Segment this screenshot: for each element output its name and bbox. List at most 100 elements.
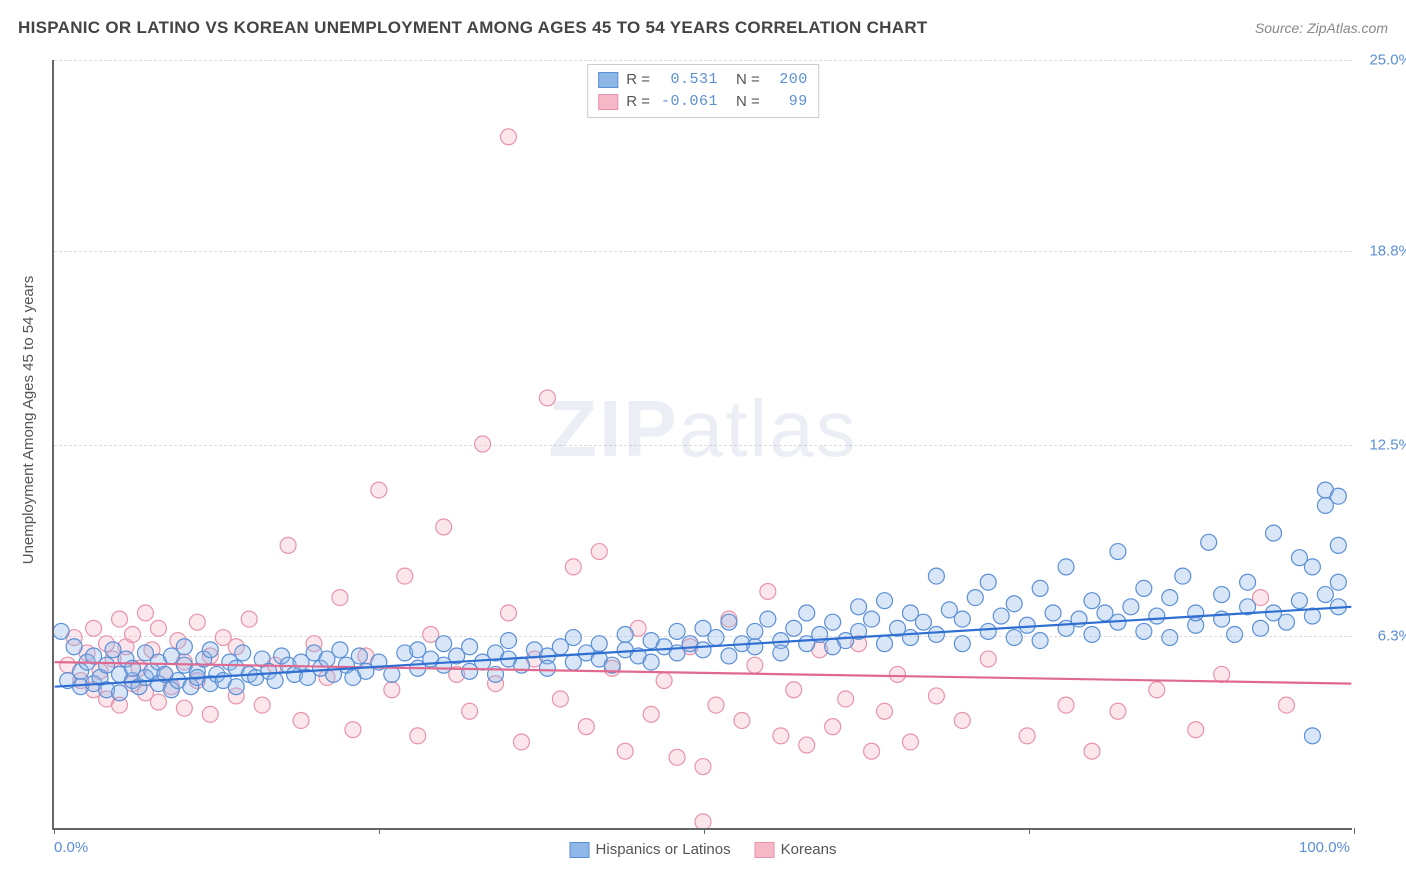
data-point — [332, 590, 348, 606]
data-point — [1045, 605, 1061, 621]
data-point — [189, 614, 205, 630]
data-point — [799, 605, 815, 621]
data-point — [539, 660, 555, 676]
data-point — [747, 657, 763, 673]
data-point — [1214, 587, 1230, 603]
data-point — [254, 697, 270, 713]
data-point — [760, 583, 776, 599]
y-axis-label: Unemployment Among Ages 45 to 54 years — [20, 276, 37, 565]
data-point — [1188, 722, 1204, 738]
data-point — [864, 743, 880, 759]
data-point — [202, 642, 218, 658]
data-point — [1188, 605, 1204, 621]
data-point — [617, 626, 633, 642]
data-point — [695, 814, 711, 828]
data-point — [1279, 697, 1295, 713]
data-point — [954, 636, 970, 652]
data-point — [1110, 703, 1126, 719]
data-point — [1019, 617, 1035, 633]
data-point — [176, 639, 192, 655]
data-point — [695, 759, 711, 775]
data-point — [786, 620, 802, 636]
data-point — [877, 636, 893, 652]
data-point — [280, 537, 296, 553]
data-point — [397, 568, 413, 584]
data-point — [1317, 587, 1333, 603]
data-point — [669, 623, 685, 639]
data-point — [708, 697, 724, 713]
data-point — [993, 608, 1009, 624]
data-point — [1084, 743, 1100, 759]
legend-row-korean: R = -0.061 N = 99 — [598, 91, 808, 113]
legend-label-hispanic: Hispanics or Latinos — [596, 841, 731, 858]
data-point — [462, 639, 478, 655]
data-point — [708, 630, 724, 646]
data-point — [786, 682, 802, 698]
data-point — [1123, 599, 1139, 615]
data-point — [980, 574, 996, 590]
data-point — [565, 559, 581, 575]
y-tick-label: 6.3% — [1378, 627, 1406, 644]
data-point — [1304, 559, 1320, 575]
data-point — [539, 390, 555, 406]
swatch-korean-icon — [755, 842, 775, 858]
data-point — [1149, 682, 1165, 698]
x-tick-mark — [379, 828, 380, 834]
x-tick-mark — [54, 828, 55, 834]
data-point — [513, 734, 529, 750]
x-tick-mark — [1354, 828, 1355, 834]
data-point — [1162, 630, 1178, 646]
data-point — [695, 642, 711, 658]
x-tick-mark — [1029, 828, 1030, 834]
data-point — [1058, 559, 1074, 575]
data-point — [1136, 623, 1152, 639]
data-point — [1279, 614, 1295, 630]
data-point — [1032, 580, 1048, 596]
data-point — [915, 614, 931, 630]
data-point — [825, 719, 841, 735]
data-point — [928, 626, 944, 642]
data-point — [643, 654, 659, 670]
data-point — [1006, 596, 1022, 612]
chart-title: HISPANIC OR LATINO VS KOREAN UNEMPLOYMEN… — [18, 18, 928, 38]
scatter-svg — [54, 60, 1352, 828]
data-point — [475, 436, 491, 452]
series-legend: Hispanics or Latinos Koreans — [570, 841, 837, 858]
data-point — [1214, 666, 1230, 682]
data-point — [501, 605, 517, 621]
data-point — [202, 706, 218, 722]
data-point — [267, 673, 283, 689]
data-point — [773, 728, 789, 744]
data-point — [345, 722, 361, 738]
data-point — [890, 666, 906, 682]
swatch-korean — [598, 94, 618, 110]
data-point — [462, 703, 478, 719]
data-point — [1240, 574, 1256, 590]
data-point — [86, 620, 102, 636]
data-point — [436, 519, 452, 535]
data-point — [235, 645, 251, 661]
data-point — [669, 749, 685, 765]
data-point — [1084, 626, 1100, 642]
data-point — [150, 620, 166, 636]
data-point — [877, 593, 893, 609]
legend-label-korean: Koreans — [781, 841, 837, 858]
data-point — [928, 688, 944, 704]
data-point — [1227, 626, 1243, 642]
data-point — [1330, 574, 1346, 590]
data-point — [66, 639, 82, 655]
data-point — [1084, 593, 1100, 609]
swatch-hispanic-icon — [570, 842, 590, 858]
data-point — [1175, 568, 1191, 584]
data-point — [1019, 728, 1035, 744]
legend-item-hispanic: Hispanics or Latinos — [570, 841, 731, 858]
data-point — [721, 648, 737, 664]
data-point — [1253, 620, 1269, 636]
data-point — [734, 713, 750, 729]
data-point — [617, 743, 633, 759]
data-point — [902, 734, 918, 750]
source-label: Source: ZipAtlas.com — [1255, 20, 1388, 36]
data-point — [228, 679, 244, 695]
data-point — [643, 706, 659, 722]
data-point — [760, 611, 776, 627]
